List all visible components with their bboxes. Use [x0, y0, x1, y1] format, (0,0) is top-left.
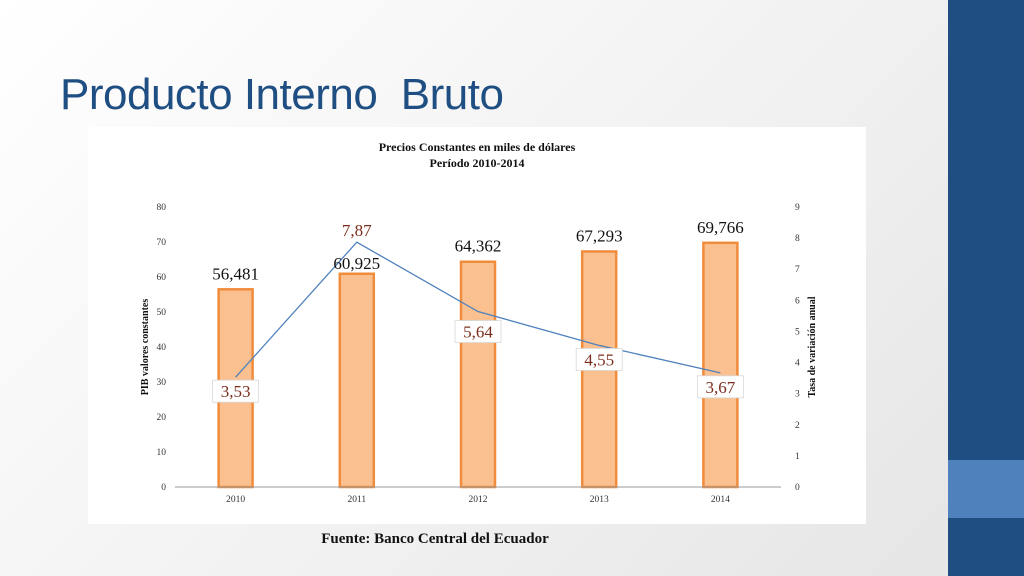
y2-tick-label: 7 [795, 265, 800, 275]
rate-line [235, 241, 721, 378]
x-tick-label: 2014 [711, 495, 730, 505]
y2-tick-label: 9 [795, 203, 800, 213]
bar-value-label: 56,481 [212, 264, 259, 283]
rate-value-label: 3,67 [706, 378, 736, 397]
rate-label-box [212, 379, 259, 403]
rate-value-label: 7,87 [342, 221, 372, 240]
rate-label-box [697, 375, 744, 399]
y2-tick-label: 4 [795, 359, 800, 369]
x-tick-label: 2012 [469, 495, 488, 505]
y-tick-label: 50 [157, 308, 167, 318]
slide-title: Producto Interno Bruto [60, 70, 504, 119]
bar-2011 [338, 272, 376, 489]
rate-label-box [575, 348, 623, 371]
y-tick-label: 0 [161, 483, 166, 493]
bar-value-label: 64,362 [455, 237, 502, 256]
rate-value-label: 5,64 [463, 323, 493, 342]
y2-tick-label: 1 [795, 452, 800, 462]
bar-2014 [702, 241, 739, 489]
y-tick-label: 20 [157, 413, 167, 423]
y-tick-label: 10 [157, 448, 167, 458]
y2-tick-label: 3 [795, 390, 800, 400]
y-tick-label: 30 [157, 378, 167, 388]
y2-tick-label: 0 [795, 483, 800, 493]
y2-tick-label: 5 [795, 327, 800, 337]
y2-tick-label: 2 [795, 421, 800, 431]
rate-value-label: 3,53 [221, 382, 251, 401]
combo-chart: Precios Constantes en miles de dólares Pe… [140, 140, 818, 505]
y-tick-label: 70 [157, 238, 167, 248]
source-note: Fuente: Banco Central del Ecuador [321, 531, 549, 547]
y2-tick-label: 6 [795, 296, 800, 306]
y-tick-label: 40 [157, 343, 167, 353]
bar-value-label: 60,925 [333, 254, 380, 273]
chart-subtitle: Período 2010-2014 [430, 156, 525, 170]
bar-value-label: 67,293 [576, 226, 623, 245]
chart-area: Precios Constantes en miles de dólares Pe… [88, 127, 866, 524]
x-tick-label: 2011 [347, 495, 366, 505]
rate-label-box [454, 320, 502, 343]
bar-2012 [459, 260, 497, 489]
x-tick-label: 2013 [590, 495, 609, 505]
y-tick-label: 80 [157, 203, 167, 213]
x-tick-label: 2010 [226, 495, 245, 505]
bar-value-label: 69,766 [697, 218, 744, 237]
side-accent [948, 460, 1024, 518]
y-tick-label: 60 [157, 273, 167, 283]
y2-axis-label: Tasa de variación anual [807, 296, 818, 397]
chart-title: Precios Constantes en miles de dólares [379, 140, 576, 154]
rate-value-label: 4,55 [584, 350, 614, 369]
y-axis-label: PIB valores constantes [140, 299, 151, 396]
y2-tick-label: 8 [795, 234, 800, 244]
